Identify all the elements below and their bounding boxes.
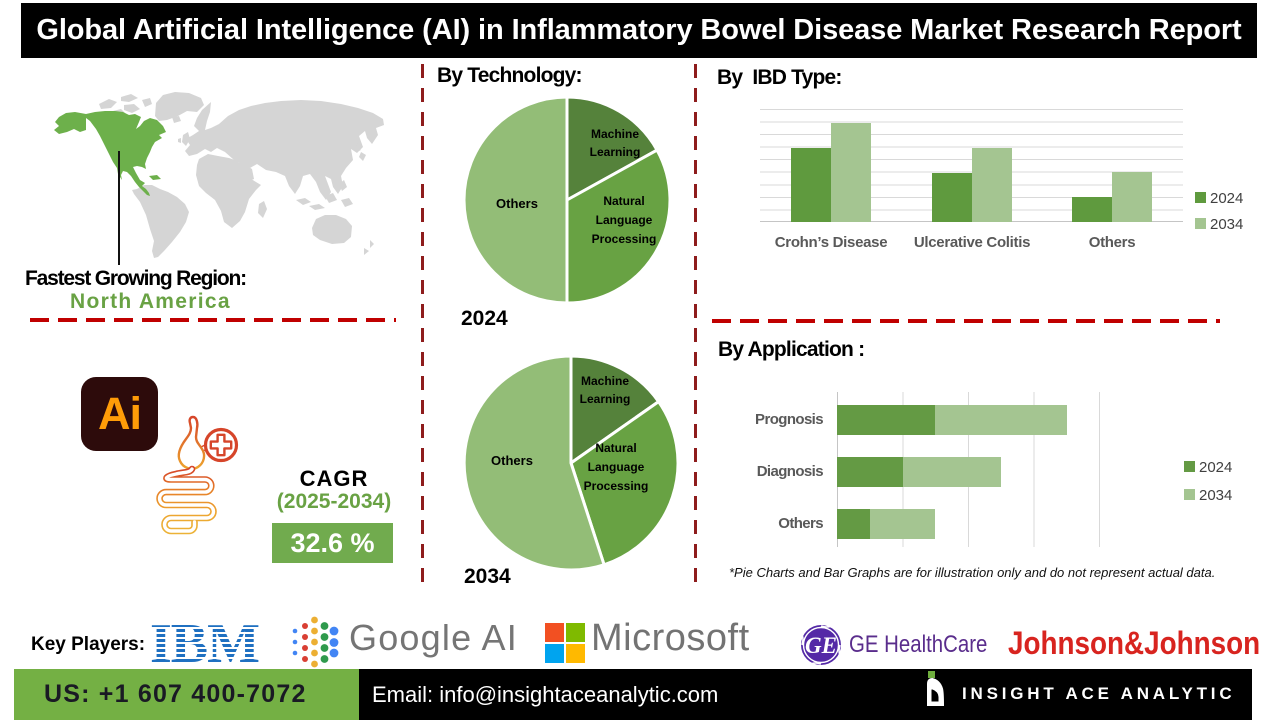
svg-text:GE: GE — [805, 633, 837, 658]
